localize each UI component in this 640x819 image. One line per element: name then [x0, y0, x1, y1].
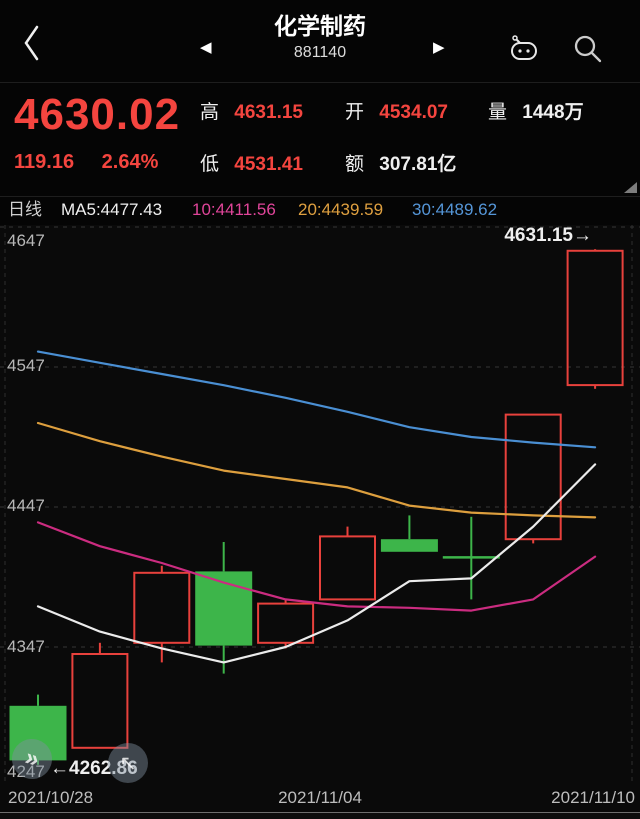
ma20-value: 20:4439.59: [298, 200, 384, 219]
price-change: 119.16 2.64%: [14, 151, 158, 174]
y-tick-label: 4647: [7, 231, 45, 250]
low-label: 低: [200, 154, 220, 175]
amount-value: 307.81亿: [379, 154, 457, 175]
x-axis: 2021/10/28 2021/11/04 2021/11/10: [0, 786, 640, 812]
stat-open: 开 4534.07: [345, 103, 448, 122]
quote-panel: 4630.02 119.16 2.64% 高 4631.15 开 4534.07…: [0, 83, 640, 197]
ma-line-ma10: [36, 521, 597, 612]
bottom-panel-edge: [0, 812, 640, 819]
ma-legend-bar: 日线 MA5:4477.43 10:4411.56 20:4439.59 30:…: [0, 197, 640, 225]
x-tick-left: 2021/10/28: [8, 788, 94, 807]
candle-body-red: [71, 653, 129, 749]
ma5-value: MA5:4477.43: [61, 200, 163, 219]
kline-chart[interactable]: 4647 4547 4447 4347 4247 4631.15→ ←4262.86: [0, 225, 640, 785]
open-label: 开: [345, 102, 365, 123]
high-label: 高: [200, 102, 220, 123]
x-tick-mid: 2021/11/04: [278, 788, 362, 807]
candle-body-red: [257, 602, 315, 644]
candle-body-green: [195, 571, 253, 646]
next-stock-arrow[interactable]: ▶: [433, 39, 445, 56]
header: ◀ 化学制药 881140 ▶: [0, 0, 640, 83]
kline-chart-area: 4647 4547 4447 4347 4247 4631.15→ ←4262.86 » ↖: [0, 225, 640, 785]
stat-high: 高 4631.15: [200, 103, 303, 122]
candle-body-red: [504, 413, 562, 541]
y-tick-label: 4447: [7, 496, 45, 515]
high-value: 4631.15: [234, 102, 303, 123]
y-tick-label: 4247: [7, 762, 45, 781]
expand-corner-icon[interactable]: [624, 182, 637, 193]
volume-value: 1448万: [522, 102, 584, 123]
low-value: 4531.41: [234, 154, 303, 175]
ma-line-ma20: [36, 421, 597, 519]
low-annotation: ←4262.86: [50, 758, 138, 779]
stat-volume: 量 1448万: [488, 103, 584, 122]
candle-body-green: [9, 705, 67, 761]
open-value: 4534.07: [379, 102, 448, 123]
title-block: 化学制药 881140: [220, 12, 420, 62]
last-price: 4630.02: [14, 90, 181, 139]
robot-assistant-icon[interactable]: [506, 30, 542, 64]
candle-body-red: [566, 249, 624, 387]
period-label[interactable]: 日线: [8, 200, 42, 219]
ma-line-ma30: [36, 350, 597, 449]
volume-label: 量: [488, 102, 508, 123]
change-value: 119.16: [14, 151, 75, 173]
y-tick-label: 4547: [7, 356, 45, 375]
prev-stock-arrow[interactable]: ◀: [200, 39, 212, 56]
reset-view-button[interactable]: ↖: [108, 743, 148, 783]
ma30-value: 30:4489.62: [412, 200, 498, 219]
candle-body-green: [380, 539, 438, 552]
ma10-value: 10:4411.56: [192, 200, 276, 219]
y-tick-label: 4347: [7, 637, 45, 656]
amount-label: 额: [345, 154, 365, 175]
stat-amount: 额 307.81亿: [345, 155, 456, 174]
ma-line-ma5: [36, 463, 597, 664]
stock-code: 881140: [293, 43, 347, 61]
search-icon[interactable]: [572, 33, 604, 65]
page-title: 化学制药: [274, 13, 366, 39]
change-percent: 2.64%: [101, 151, 159, 173]
candle-body-red: [133, 571, 191, 644]
stat-low: 低 4531.41: [200, 155, 303, 174]
back-icon[interactable]: [20, 20, 46, 66]
high-annotation: 4631.15→: [504, 225, 592, 246]
x-tick-right: 2021/11/10: [551, 788, 635, 807]
candle-body-red: [319, 535, 376, 601]
